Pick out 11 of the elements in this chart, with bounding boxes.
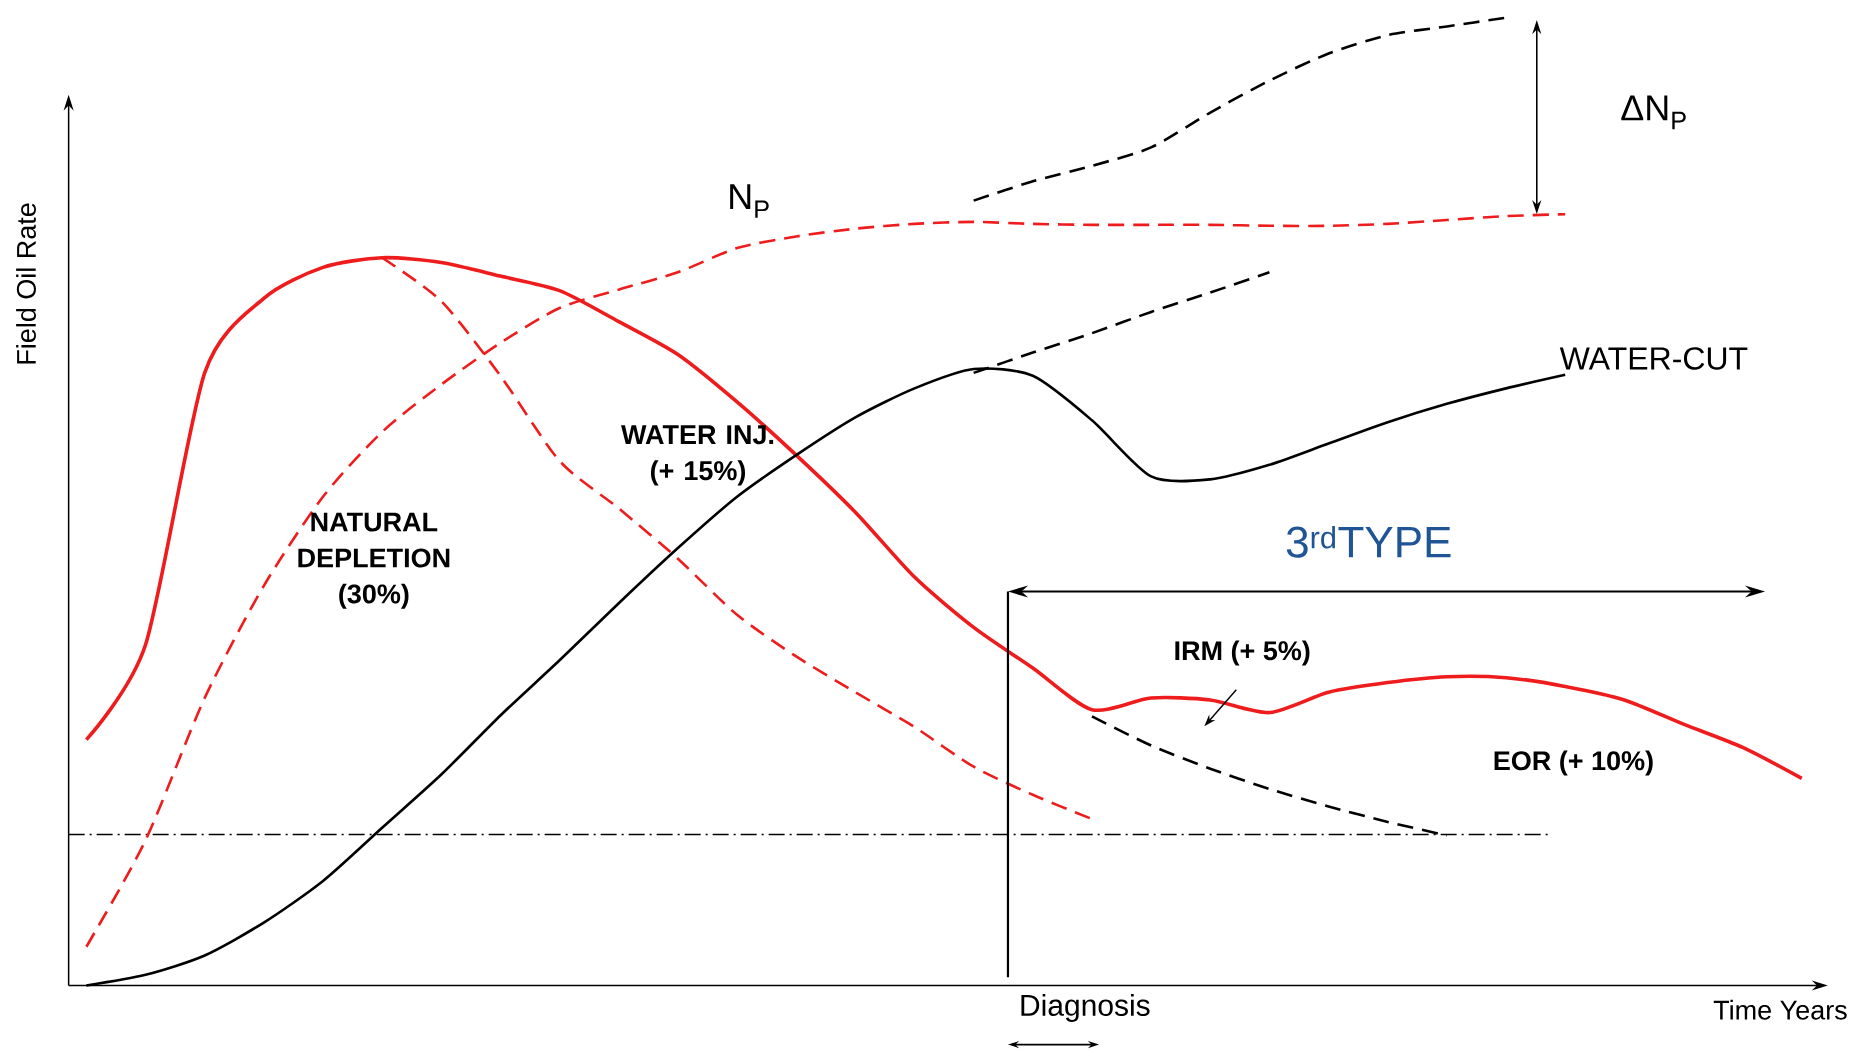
annotation: IRM (+ 5%) (1175, 640, 1310, 666)
text: Diagnosis (1021, 993, 1150, 1022)
series-label: WATER-CUT (1559, 347, 1748, 370)
annotation: EOR (+ 10%) (1494, 750, 1653, 776)
y-axis-title: Field Oil Rate (16, 203, 36, 364)
annotation: WATER INJ. (+ 15%) (621, 425, 774, 486)
annotation: NATURAL DEPLETION (30%) (298, 512, 450, 609)
series-label: N$_{P}$ (730, 184, 769, 218)
annotation: ΔN$_{P}$ (1621, 95, 1686, 130)
x-axis-title: Time Years (1713, 999, 1847, 1020)
annotation: 3$^{rd}$TYPE (1286, 525, 1451, 558)
